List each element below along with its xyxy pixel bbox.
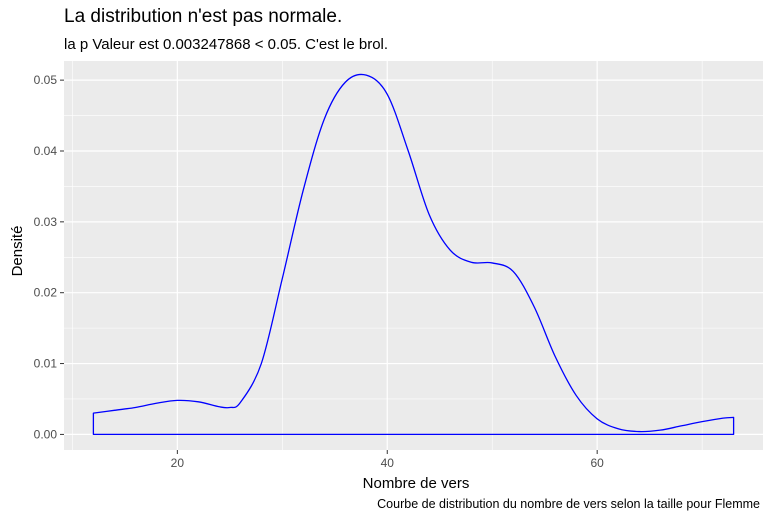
- y-tick-label: 0.01: [34, 357, 58, 371]
- y-tick-label: 0.00: [34, 427, 58, 441]
- x-tick-label: 60: [590, 456, 604, 470]
- y-tick-label: 0.05: [34, 73, 58, 87]
- plot-panel: [64, 61, 763, 450]
- y-tick-label: 0.02: [34, 286, 58, 300]
- y-tick-label: 0.04: [34, 144, 58, 158]
- density-curve: [92, 73, 735, 436]
- x-tick-label: 40: [381, 456, 395, 470]
- y-axis-title: Densité: [9, 226, 26, 277]
- chart-title: La distribution n'est pas normale.: [64, 6, 343, 27]
- chart-caption: Courbe de distribution du nombre de vers…: [377, 497, 760, 511]
- chart-subtitle: la p Valeur est 0.003247868 < 0.05. C'es…: [64, 36, 389, 53]
- x-axis-title: Nombre de vers: [363, 475, 470, 492]
- x-tick-label: 20: [171, 456, 185, 470]
- y-tick-label: 0.03: [34, 215, 58, 229]
